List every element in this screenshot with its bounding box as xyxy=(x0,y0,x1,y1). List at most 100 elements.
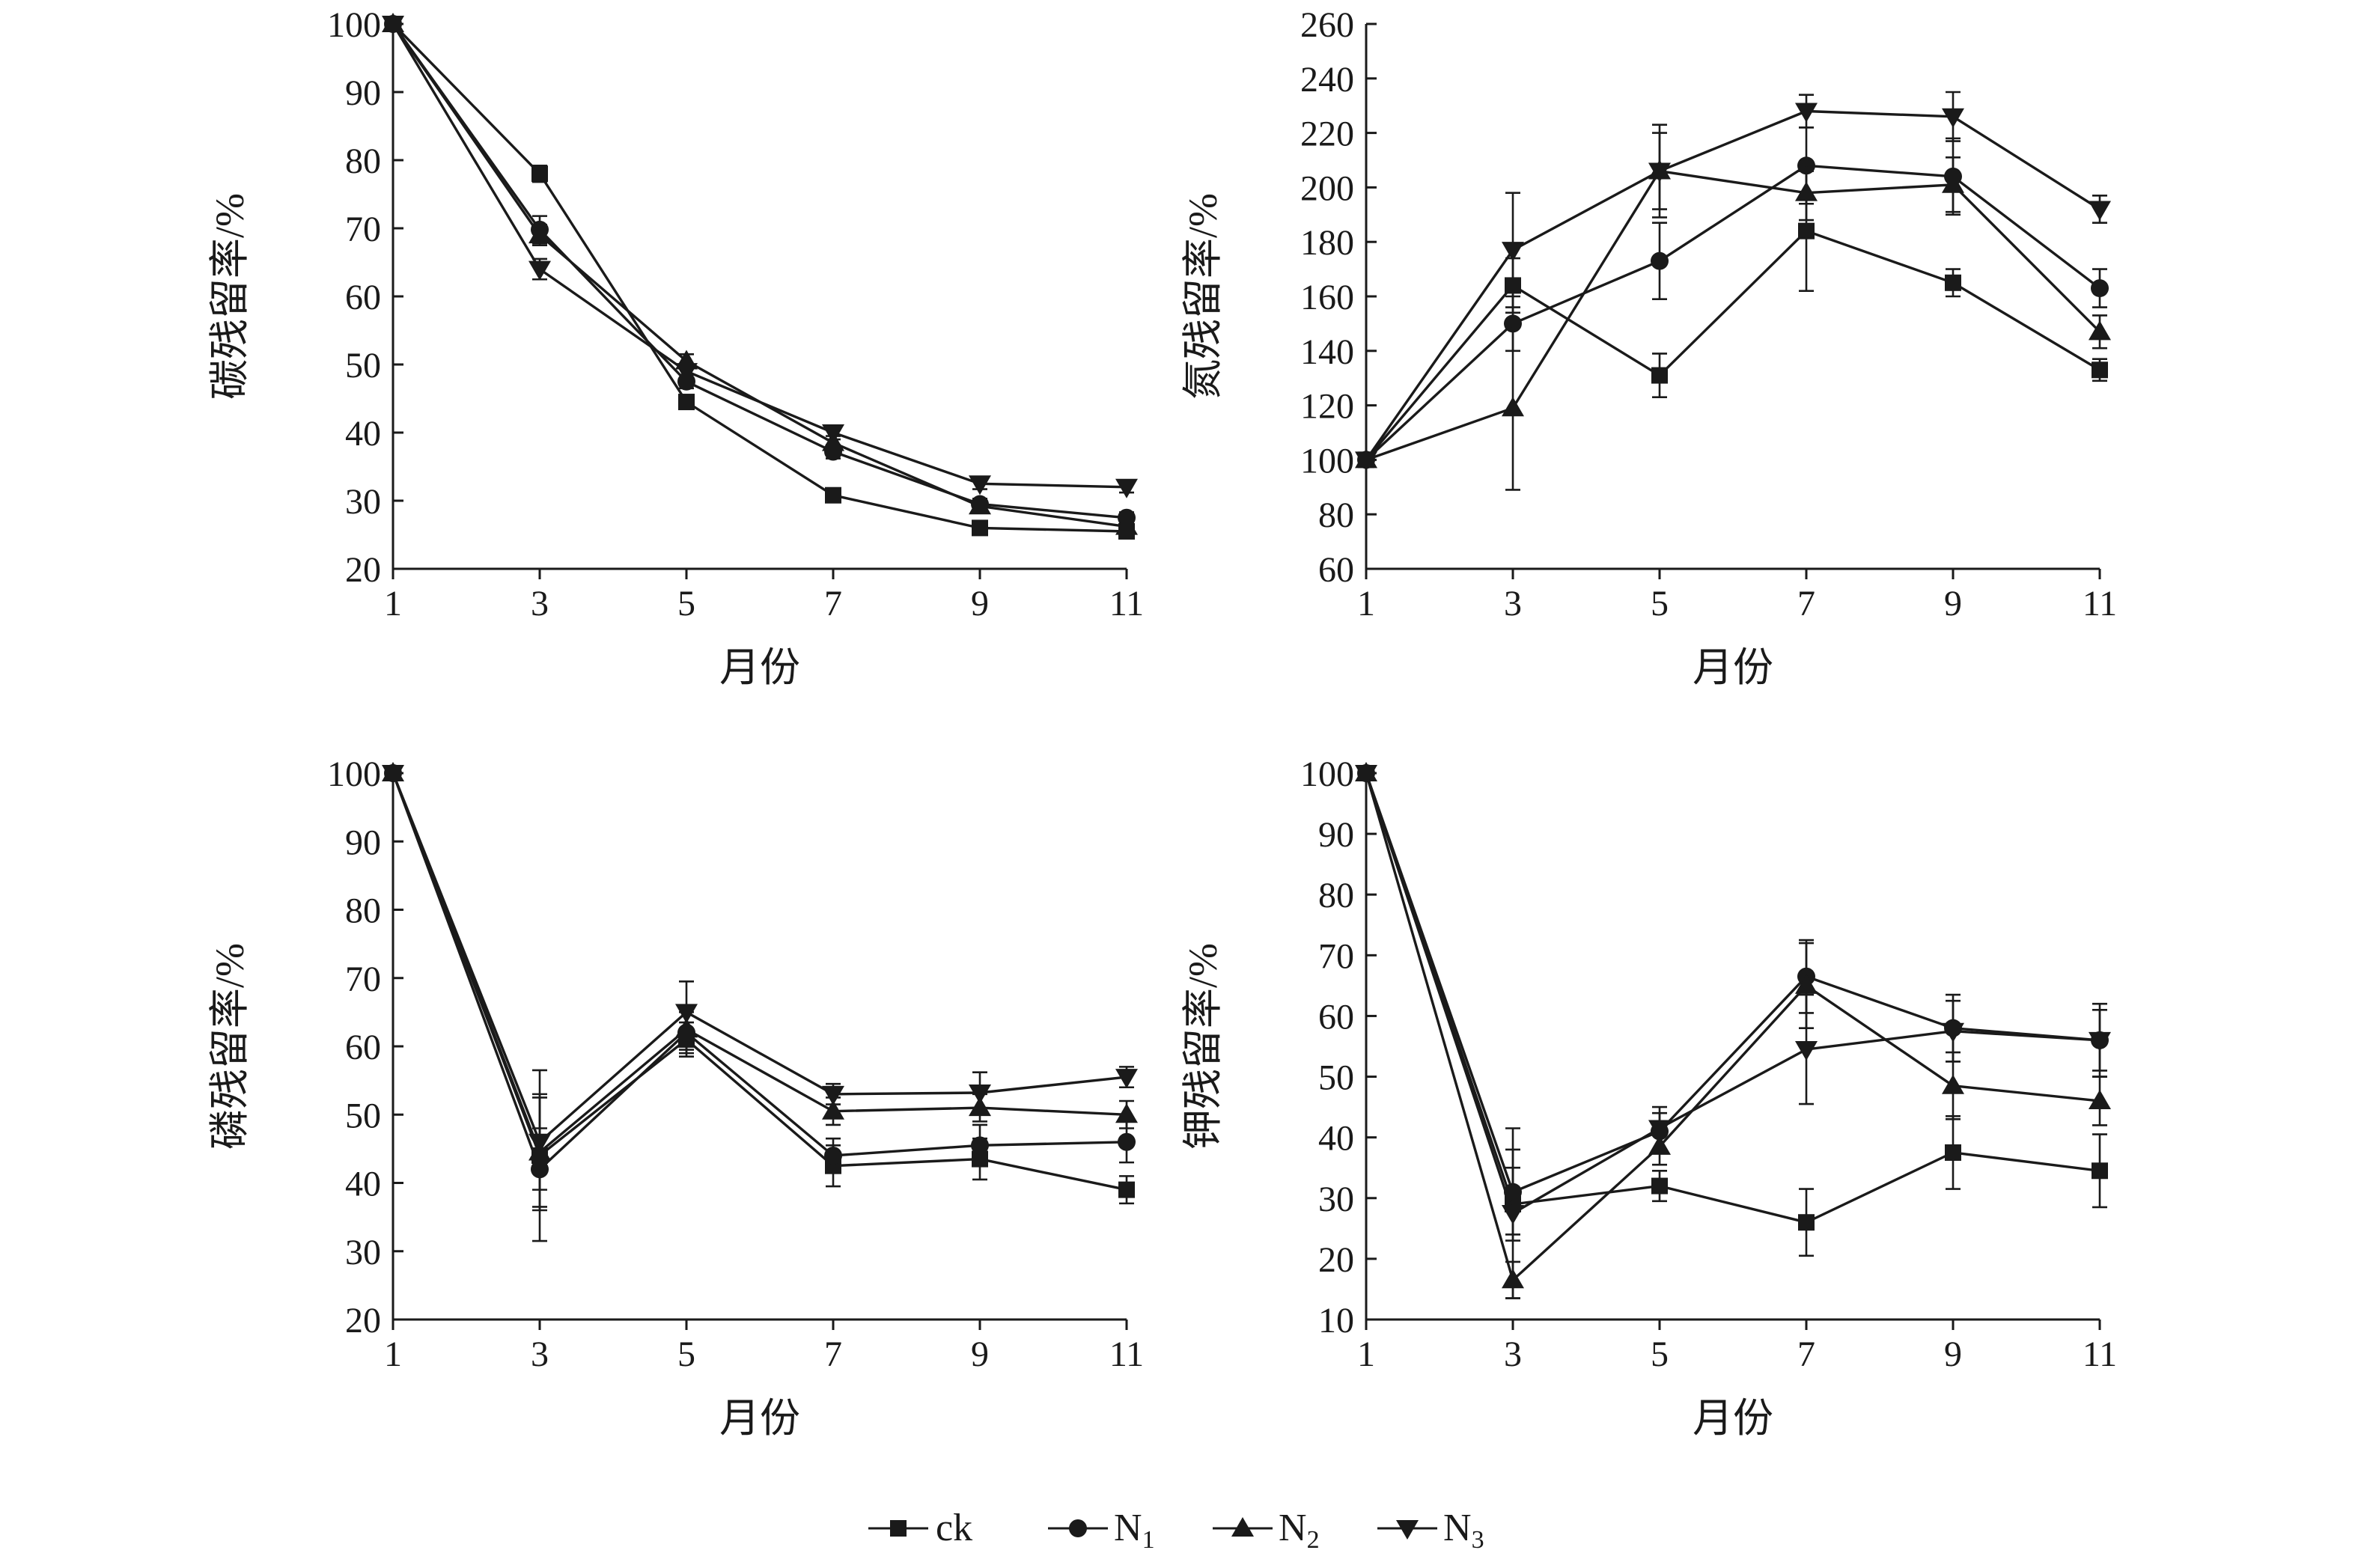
x-tick-label: 5 xyxy=(1651,584,1669,623)
legend-item-ck: ck xyxy=(868,1507,972,1549)
x-tick-label: 5 xyxy=(1651,1334,1669,1374)
y-axis-label: 氮残留率/% xyxy=(1180,193,1225,400)
data-point xyxy=(1798,222,1815,240)
x-tick-label: 11 xyxy=(1109,584,1144,623)
data-point xyxy=(382,16,404,35)
data-point xyxy=(972,519,988,537)
x-tick-label: 7 xyxy=(1797,584,1815,623)
series-ck xyxy=(385,16,1135,540)
series-line xyxy=(1365,772,2100,1282)
x-tick-label: 7 xyxy=(1797,1334,1815,1374)
data-point xyxy=(678,394,695,411)
legend-label-n2: N2 xyxy=(1279,1507,1320,1554)
data-point xyxy=(528,224,551,244)
y-tick-label: 20 xyxy=(345,550,381,590)
legend-item-n1: N1 xyxy=(1048,1507,1155,1554)
data-point xyxy=(675,363,698,383)
data-point xyxy=(1502,242,1524,262)
x-tick-label: 9 xyxy=(971,1334,989,1374)
legend-label-n3-main: N xyxy=(1443,1507,1472,1549)
data-point xyxy=(1115,1103,1138,1123)
data-point xyxy=(1942,108,1964,128)
x-tick-label: 5 xyxy=(677,584,695,623)
y-tick-label: 90 xyxy=(345,73,381,113)
y-tick-label: 40 xyxy=(1318,1119,1354,1159)
series-line xyxy=(392,22,1127,533)
y-tick-label: 70 xyxy=(1318,936,1354,976)
y-tick-label: 160 xyxy=(1300,278,1354,317)
x-tick-label: 9 xyxy=(971,584,989,623)
data-point xyxy=(531,165,548,183)
legend-label-n2-sub: 2 xyxy=(1307,1526,1320,1554)
series-line xyxy=(1365,229,2100,461)
data-point xyxy=(2092,1162,2108,1180)
x-tick-label: 11 xyxy=(2083,584,2117,623)
series-n3 xyxy=(382,765,1138,1191)
x-tick-label: 9 xyxy=(1944,1334,1962,1374)
y-tick-label: 90 xyxy=(1318,815,1354,855)
y-tick-label: 60 xyxy=(345,278,381,317)
data-point xyxy=(1502,397,1524,417)
data-point xyxy=(1651,1177,1668,1195)
series-line xyxy=(392,23,1127,489)
x-tick-label: 3 xyxy=(531,1334,549,1374)
x-axis-label: 月份 xyxy=(1693,1396,1773,1441)
data-point xyxy=(1651,367,1668,384)
data-point xyxy=(1942,1022,1964,1043)
legend-marker-square xyxy=(890,1520,907,1537)
y-tick-label: 60 xyxy=(345,1028,381,1067)
y-tick-label: 220 xyxy=(1300,115,1354,154)
series-line xyxy=(1365,169,2101,462)
x-tick-label: 1 xyxy=(384,584,402,623)
data-point xyxy=(2089,320,2111,341)
y-tick-label: 200 xyxy=(1300,168,1354,208)
y-axis-label: 碳残留率/% xyxy=(207,193,252,400)
chart-panel-carbon: 20 30 40 50 60 70 80 90 100 1 3 5 7 9 11 月份 碳残留率/% xyxy=(207,5,1144,690)
x-tick-label: 7 xyxy=(824,1334,842,1374)
y-tick-label: 40 xyxy=(345,1165,381,1204)
y-tick-label: 20 xyxy=(1318,1240,1354,1280)
data-point xyxy=(1115,515,1138,535)
series-line xyxy=(392,772,1127,1154)
chart-panel-phosphorus: 20 30 40 50 60 70 80 90 100 1 3 5 7 9 11 月份 磷残留率/% xyxy=(207,754,1144,1441)
data-point xyxy=(1945,1144,1961,1161)
x-tick-label: 11 xyxy=(1109,1334,1144,1374)
y-tick-label: 80 xyxy=(1318,876,1354,915)
data-point xyxy=(1118,1181,1135,1198)
y-tick-label: 240 xyxy=(1300,60,1354,100)
y-tick-label: 70 xyxy=(345,960,381,999)
x-tick-label: 5 xyxy=(677,1334,695,1374)
y-tick-label: 30 xyxy=(1318,1180,1354,1219)
legend-item-n2: N2 xyxy=(1213,1507,1320,1554)
y-tick-label: 60 xyxy=(1318,997,1354,1037)
x-tick-label: 11 xyxy=(2083,1334,2117,1374)
legend-label-n2-main: N xyxy=(1279,1507,1307,1549)
legend-label-n3: N3 xyxy=(1443,1507,1484,1554)
y-tick-label: 90 xyxy=(345,823,381,862)
data-point xyxy=(528,260,551,281)
series-line xyxy=(392,772,1127,1171)
data-point xyxy=(825,486,841,504)
chart-panel-nitrogen: 60 80 100 120 140 160 180 200 220 240 260 1 3 5 7 9 11 月份… xyxy=(1180,5,2117,690)
series-line xyxy=(1365,772,2100,1194)
y-tick-label: 30 xyxy=(345,1233,381,1272)
x-tick-label: 1 xyxy=(1357,584,1375,623)
y-tick-label: 50 xyxy=(345,346,381,385)
y-tick-label: 100 xyxy=(1300,441,1354,481)
legend-marker-circle xyxy=(1069,1519,1087,1537)
data-point xyxy=(1115,478,1138,498)
x-tick-label: 1 xyxy=(384,1334,402,1374)
y-axis-label: 钾残留率/% xyxy=(1180,943,1225,1150)
data-point xyxy=(1502,1205,1524,1225)
x-tick-label: 3 xyxy=(1504,1334,1522,1374)
y-tick-label: 100 xyxy=(327,754,381,794)
y-tick-label: 50 xyxy=(345,1096,381,1135)
data-point xyxy=(2089,1031,2111,1052)
x-tick-label: 7 xyxy=(824,584,842,623)
y-tick-label: 80 xyxy=(1318,495,1354,535)
data-point xyxy=(822,1099,844,1120)
data-point xyxy=(1651,251,1669,270)
x-axis-label: 月份 xyxy=(719,645,800,690)
x-tick-label: 1 xyxy=(1357,1334,1375,1374)
y-tick-label: 20 xyxy=(345,1301,381,1340)
